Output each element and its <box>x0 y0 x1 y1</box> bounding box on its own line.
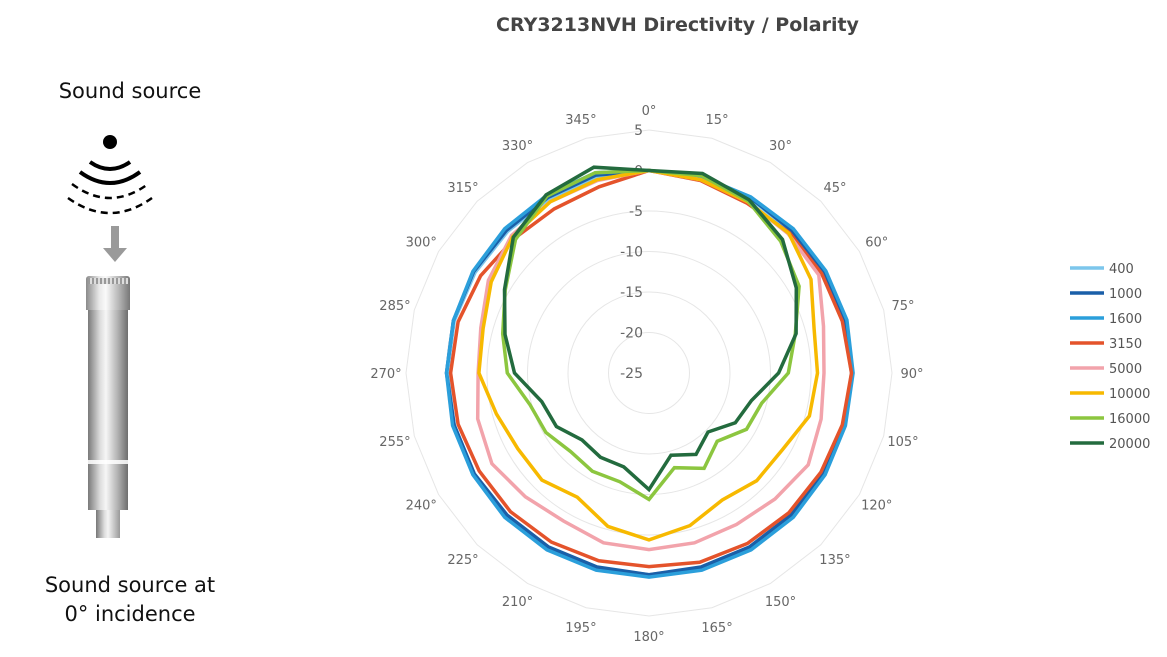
angle-tick-label: 240° <box>406 499 437 514</box>
angle-tick-label: 180° <box>633 630 664 645</box>
series-line-16000 <box>500 168 801 502</box>
radial-tick-label: -5 <box>629 204 643 220</box>
legend-label-400: 400 <box>1109 262 1134 277</box>
sound-source-dot <box>103 135 117 149</box>
radial-tick-label: -20 <box>620 326 643 342</box>
series-line-3150 <box>448 168 854 569</box>
legend-label-20000: 20000 <box>1109 437 1150 452</box>
grid-ring <box>608 332 690 414</box>
angle-tick-label: 30° <box>769 139 792 154</box>
angle-tick-label: 0° <box>642 104 657 119</box>
chart-title: CRY3213NVH Directivity / Polarity <box>496 14 859 36</box>
grid-ring <box>527 251 771 495</box>
legend-label-3150: 3150 <box>1109 337 1142 352</box>
angle-tick-label: 135° <box>819 553 850 568</box>
legend-label-1000: 1000 <box>1109 287 1142 302</box>
angle-tick-label: 60° <box>865 236 888 251</box>
angle-tick-label: 165° <box>701 621 732 636</box>
radial-tick-label: -25 <box>620 366 643 382</box>
angle-tick-label: 15° <box>706 113 729 128</box>
sound-source-label: Sound source <box>58 79 202 103</box>
incidence-label-line2: 0° incidence <box>64 602 196 626</box>
series-line-5000 <box>475 168 826 552</box>
angle-tick-label: 90° <box>900 367 923 382</box>
angle-tick-label: 345° <box>565 113 596 128</box>
legend-label-16000: 16000 <box>1109 412 1150 427</box>
angle-tick-label: 300° <box>406 236 437 251</box>
angle-tick-label: 210° <box>502 595 533 610</box>
radial-tick-label: -15 <box>620 285 643 301</box>
radial-tick-label: 5 <box>634 123 643 139</box>
grid-ring <box>405 129 893 617</box>
grid-ring <box>486 210 812 536</box>
angle-tick-label: 75° <box>892 299 915 314</box>
angle-tick-label: 330° <box>502 139 533 154</box>
series-line-1600 <box>444 168 855 579</box>
angle-tick-label: 195° <box>565 621 596 636</box>
legend-label-5000: 5000 <box>1109 362 1142 377</box>
grid-ring <box>567 291 731 455</box>
incidence-label-line1: Sound source at <box>44 573 216 597</box>
sound-wave-icon <box>67 135 153 215</box>
series-line-20000 <box>502 165 799 493</box>
angle-tick-label: 285° <box>379 299 410 314</box>
angle-tick-label: 225° <box>447 553 478 568</box>
radial-tick-label: -10 <box>620 245 643 261</box>
series-line-10000 <box>477 168 820 542</box>
angle-tick-label: 315° <box>447 181 478 196</box>
angle-tick-label: 120° <box>861 499 892 514</box>
arrow-down-icon <box>103 226 127 262</box>
angle-tick-label: 150° <box>765 595 796 610</box>
microphone-image <box>86 276 130 538</box>
legend-label-1600: 1600 <box>1109 312 1142 327</box>
angle-tick-label: 270° <box>370 367 401 382</box>
legend-label-10000: 10000 <box>1109 387 1150 402</box>
angle-tick-label: 105° <box>887 435 918 450</box>
angle-tick-label: 45° <box>823 181 846 196</box>
angle-tick-label: 255° <box>379 435 410 450</box>
